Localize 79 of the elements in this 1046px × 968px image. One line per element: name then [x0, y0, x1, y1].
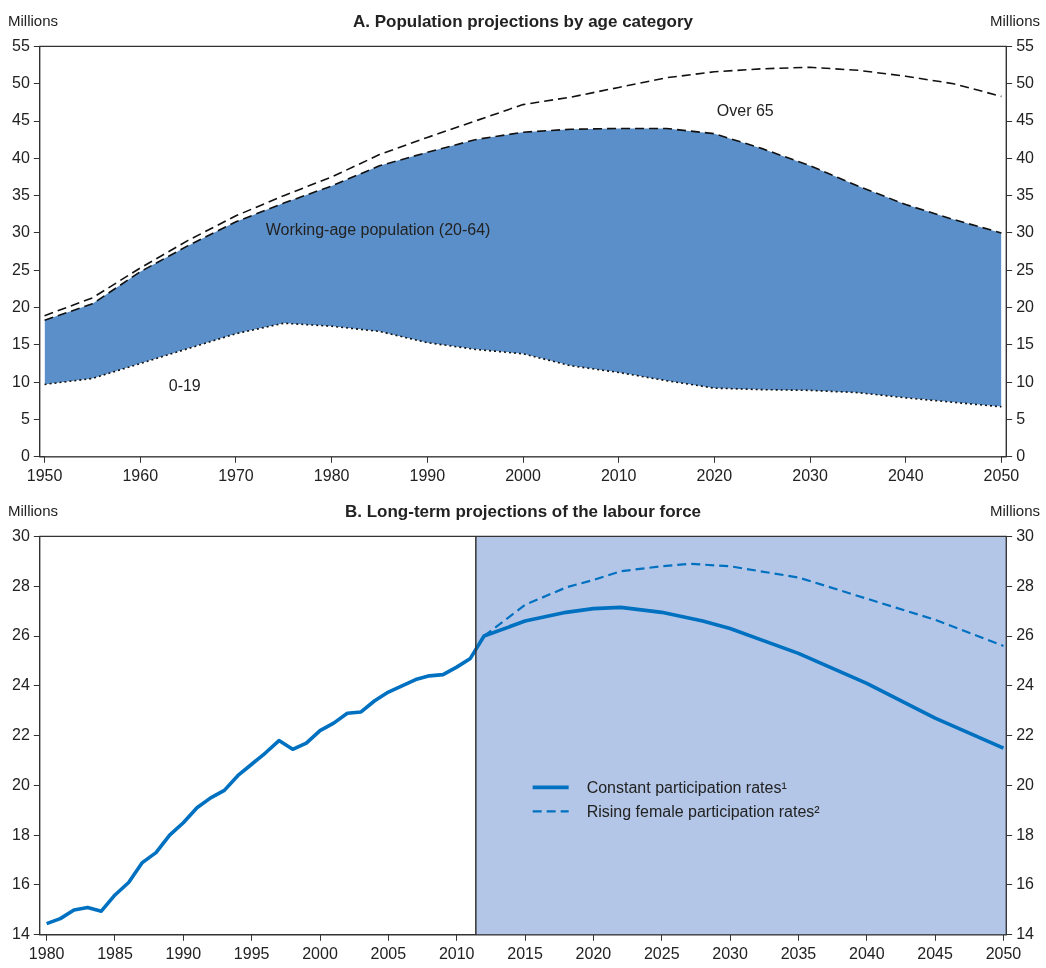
y2-tick-label: 28: [1016, 576, 1035, 594]
y-tick-label: 16: [12, 875, 30, 893]
x-tick-label: 2040: [887, 466, 924, 484]
y-tick-label: 50: [12, 74, 30, 92]
y-axis-title: Millions: [8, 11, 59, 29]
y2-tick-label: 22: [1016, 726, 1035, 744]
y2-tick-label: 30: [1016, 526, 1035, 544]
x-tick-label: 2020: [696, 466, 733, 484]
x-tick-label: 1990: [165, 944, 202, 962]
y-tick-label: 15: [12, 335, 30, 353]
y-tick-label: 18: [12, 825, 30, 843]
y-tick-label: 30: [12, 526, 30, 544]
y-axis-title: Millions: [8, 501, 59, 519]
x-tick-label: 2035: [780, 944, 817, 962]
y2-tick-label: 55: [1016, 36, 1035, 54]
y2-tick-label: 15: [1016, 335, 1035, 353]
x-tick-label: 1980: [28, 944, 65, 962]
y2-tick-label: 5: [1016, 409, 1026, 427]
x-tick-label: 2000: [505, 466, 541, 484]
y2-tick-label: 25: [1016, 260, 1035, 278]
x-tick-label: 2010: [600, 466, 637, 484]
y-tick-label: 45: [12, 111, 30, 129]
y2-tick-label: 10: [1016, 372, 1035, 390]
y-tick-label: 26: [12, 626, 30, 644]
x-tick-label: 1950: [26, 466, 63, 484]
y2-axis-title: Millions: [989, 11, 1040, 29]
annotation: 0-19: [168, 377, 201, 395]
x-tick-label: 2025: [643, 944, 680, 962]
x-tick-label: 1985: [97, 944, 133, 962]
x-tick-label: 2050: [983, 466, 1020, 484]
y2-tick-label: 20: [1016, 297, 1035, 315]
x-tick-label: 1980: [313, 466, 350, 484]
y-tick-label: 40: [12, 148, 30, 166]
y2-tick-label: 50: [1016, 74, 1035, 92]
y2-tick-label: 14: [1016, 925, 1035, 943]
y2-axis-title: Millions: [989, 501, 1040, 519]
x-tick-label: 1960: [122, 466, 159, 484]
x-tick-label: 2050: [985, 944, 1022, 962]
y2-tick-label: 40: [1016, 148, 1035, 166]
y2-tick-label: 30: [1016, 223, 1035, 241]
x-tick-label: 2010: [438, 944, 475, 962]
x-tick-label: 2015: [507, 944, 543, 962]
x-tick-label: 2030: [712, 944, 748, 962]
y-tick-label: 24: [12, 676, 30, 694]
chart-title: B. Long-term projections of the labour force: [344, 501, 702, 521]
y2-tick-label: 45: [1016, 111, 1035, 129]
y2-tick-label: 35: [1016, 186, 1035, 204]
x-tick-label: 2045: [917, 944, 954, 962]
y-tick-label: 20: [12, 297, 30, 315]
y-tick-label: 5: [20, 409, 30, 427]
y-tick-label: 22: [12, 726, 30, 744]
x-tick-label: 1995: [233, 944, 270, 962]
y-tick-label: 55: [12, 36, 30, 54]
y2-tick-label: 18: [1016, 825, 1035, 843]
y2-tick-label: 0: [1016, 447, 1026, 465]
y2-tick-label: 16: [1016, 875, 1035, 893]
y2-tick-label: 26: [1016, 626, 1035, 644]
x-tick-label: 2040: [848, 944, 885, 962]
chart-title: A. Population projections by age category: [352, 11, 694, 31]
annotation: Working-age population (20-64): [265, 221, 491, 239]
x-tick-label: 1970: [218, 466, 254, 484]
x-tick-label: 2030: [792, 466, 828, 484]
y-tick-label: 14: [12, 925, 30, 943]
y-tick-label: 10: [12, 372, 30, 390]
y-tick-label: 25: [12, 260, 30, 278]
x-tick-label: 2000: [302, 944, 338, 962]
y-tick-label: 20: [12, 775, 30, 793]
x-tick-label: 2020: [575, 944, 612, 962]
y2-tick-label: 20: [1016, 775, 1035, 793]
y-tick-label: 28: [12, 576, 30, 594]
y-tick-label: 0: [20, 447, 30, 465]
x-tick-label: 1990: [409, 466, 446, 484]
annotation: Over 65: [716, 102, 774, 120]
y2-tick-label: 24: [1016, 676, 1035, 694]
legend-label: Rising female participation rates²: [586, 802, 821, 820]
y-tick-label: 30: [12, 223, 30, 241]
legend-label: Constant participation rates¹: [586, 778, 787, 796]
x-tick-label: 2005: [370, 944, 407, 962]
y-tick-label: 35: [12, 186, 30, 204]
